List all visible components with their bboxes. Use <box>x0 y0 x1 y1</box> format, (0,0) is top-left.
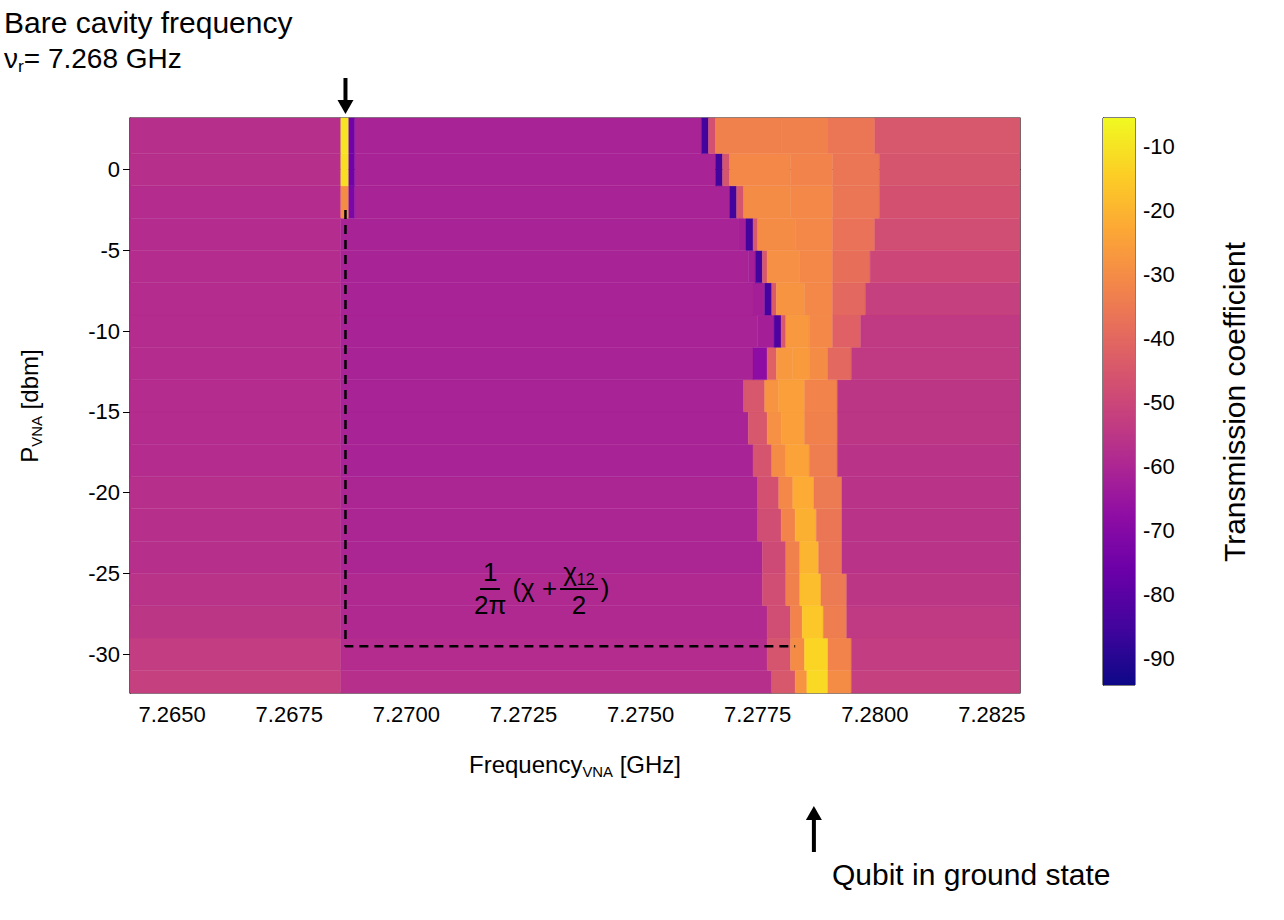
svg-text:7.2700: 7.2700 <box>373 702 440 727</box>
svg-text:-25: -25 <box>88 561 120 586</box>
html-text:Qubit in ground state: Qubit in ground state <box>832 858 1111 891</box>
html-text:FrequencyVNA[GHz]: FrequencyVNA[GHz] <box>469 751 681 780</box>
svg-text:-5: -5 <box>100 238 120 263</box>
svg-text:7.2650: 7.2650 <box>139 702 206 727</box>
svg-text:-80: -80 <box>1143 582 1175 607</box>
svg-text:0: 0 <box>108 157 120 182</box>
svg-text:-20: -20 <box>1143 198 1175 223</box>
html-text:Transmission coefficient: Transmission coefficient <box>1217 241 1251 562</box>
html-text:2π: 2π <box>474 589 507 620</box>
html-text:Bare cavity frequency: Bare cavity frequency <box>4 6 293 39</box>
html-text:1: 1 <box>483 557 498 587</box>
html-text:P: P <box>15 446 43 463</box>
svg-text:7.2825: 7.2825 <box>958 702 1025 727</box>
svg-text:7.2675: 7.2675 <box>256 702 323 727</box>
html-text:χ12: χ12 <box>563 557 595 588</box>
html-text:[dbm]: [dbm] <box>15 348 43 416</box>
svg-text:-50: -50 <box>1143 390 1175 415</box>
svg-text:-60: -60 <box>1143 454 1175 479</box>
svg-text:7.2800: 7.2800 <box>841 702 908 727</box>
html-text:νr= 7.268 GHz: νr= 7.268 GHz <box>4 43 182 77</box>
html-text:2: 2 <box>571 589 587 620</box>
html-text:VNA: VNA <box>28 415 45 447</box>
html-text:(χ +: (χ + <box>512 573 558 604</box>
svg-text:-30: -30 <box>88 642 120 667</box>
svg-text:-30: -30 <box>1143 262 1175 287</box>
svg-text:7.2725: 7.2725 <box>490 702 557 727</box>
svg-text:-10: -10 <box>88 319 120 344</box>
svg-text:7.2750: 7.2750 <box>607 702 674 727</box>
svg-text:-70: -70 <box>1143 518 1175 543</box>
svg-text:-15: -15 <box>88 399 120 424</box>
svg-text:7.2775: 7.2775 <box>724 702 791 727</box>
svg-text:-20: -20 <box>88 480 120 505</box>
svg-text:-90: -90 <box>1143 646 1175 671</box>
svg-text:-10: -10 <box>1143 134 1175 159</box>
svg-text:-40: -40 <box>1143 326 1175 351</box>
